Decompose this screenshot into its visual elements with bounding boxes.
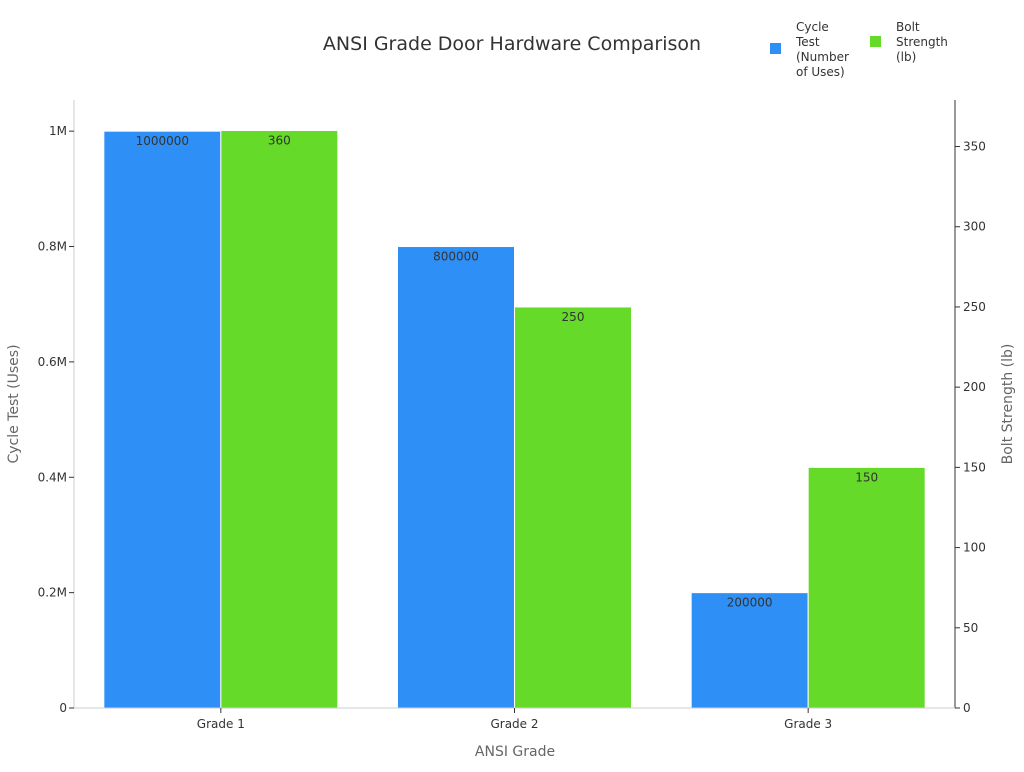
bar-data-label: 1000000	[136, 134, 189, 148]
bar-data-label: 800000	[433, 250, 479, 264]
bar	[514, 306, 632, 709]
x-axis-label: ANSI Grade	[475, 744, 555, 760]
y-tick-label: 0.8M	[38, 240, 67, 254]
bar-data-label: 360	[268, 133, 291, 147]
y2-tick-label: 300	[963, 220, 986, 234]
legend: Cycle Test (Number of Uses) Bolt Strength (lb)	[770, 20, 948, 79]
bar-data-label: 250	[562, 310, 585, 324]
x-tick-label: Grade 1	[197, 717, 245, 731]
bar	[103, 130, 222, 709]
y2-axis-label: Bolt Strength (lb)	[1000, 344, 1016, 465]
bar-data-label: 200000	[727, 596, 773, 610]
y2-tick-label: 50	[963, 621, 978, 635]
y2-tick-label: 200	[963, 380, 986, 394]
bar	[690, 592, 809, 709]
y2-tick-label: 100	[963, 541, 986, 555]
bar	[220, 129, 339, 709]
legend-label: Bolt Strength (lb)	[896, 20, 948, 64]
bar-data-label: 150	[855, 470, 878, 484]
y2-tick-label: 150	[963, 460, 986, 474]
legend-swatch	[770, 43, 781, 54]
bar	[397, 246, 515, 709]
y-tick-label: 1M	[49, 124, 67, 138]
x-tick-label: Grade 2	[490, 717, 538, 731]
y-tick-label: 0	[59, 701, 67, 715]
y-tick-label: 0.4M	[38, 470, 67, 484]
y2-tick-label: 350	[963, 140, 986, 154]
bar	[807, 466, 926, 709]
y-axis-label: Cycle Test (Uses)	[6, 344, 22, 463]
y-tick-label: 0.6M	[38, 355, 67, 369]
x-tick-label: Grade 3	[784, 717, 832, 731]
legend-swatch	[870, 36, 881, 47]
legend-label: Cycle Test (Number of Uses)	[795, 20, 849, 79]
y2-tick-label: 250	[963, 300, 986, 314]
y2-tick-label: 0	[963, 701, 971, 715]
chart-title: ANSI Grade Door Hardware Comparison	[323, 33, 701, 55]
y-tick-label: 0.2M	[38, 586, 67, 600]
